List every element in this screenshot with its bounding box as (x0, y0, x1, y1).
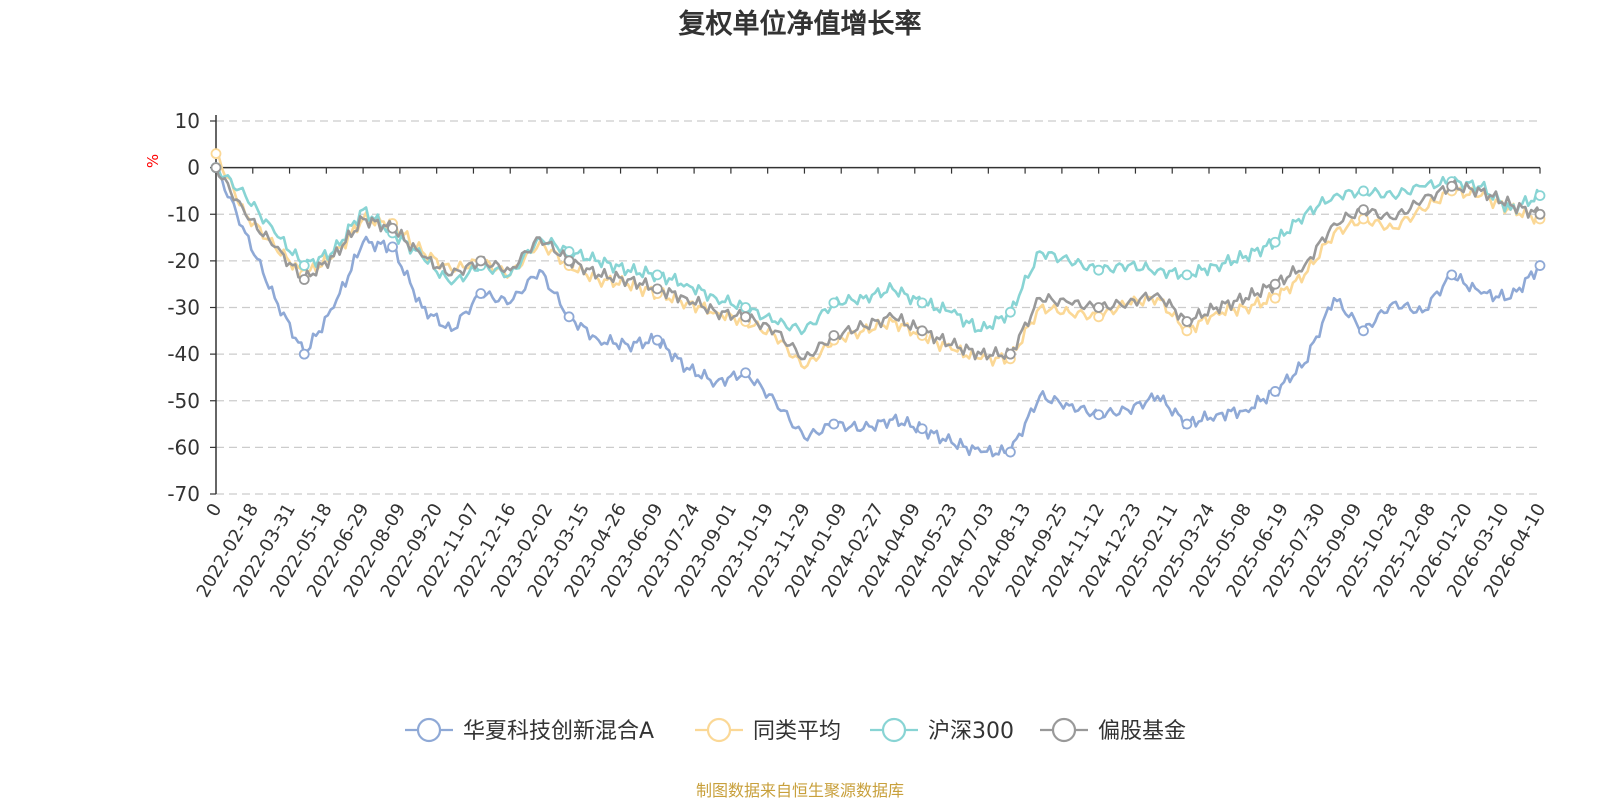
legend[interactable]: 华夏科技创新混合A 同类平均 沪深300 偏股基金 (405, 717, 1186, 744)
series-point (916, 325, 928, 337)
legend-item[interactable]: 华夏科技创新混合A (405, 717, 654, 744)
legend-circle-icon (706, 717, 732, 743)
legend-circle-icon (416, 717, 442, 743)
series-point (1446, 180, 1458, 192)
series-point (210, 148, 222, 160)
series-point (828, 418, 840, 430)
series-point (1093, 409, 1105, 421)
series-point (298, 260, 310, 271)
legend-circle-icon (1051, 717, 1077, 743)
x-tick-label: 0 (202, 500, 226, 520)
series-line (214, 166, 1542, 336)
y-tick-label: 10 (175, 109, 200, 133)
y-tick-label: -20 (167, 249, 200, 273)
series-point (1446, 269, 1458, 281)
y-tick-label: -70 (167, 482, 200, 506)
series-point (1358, 325, 1369, 337)
series-point (1093, 311, 1105, 323)
legend-item[interactable]: 同类平均 (695, 717, 841, 744)
series-point (740, 311, 751, 323)
series-lines (210, 148, 1546, 458)
series-point (1358, 204, 1369, 215)
grid-lines (210, 120, 1540, 495)
legend-label: 同类平均 (753, 719, 841, 744)
legend-circle-icon (881, 717, 907, 743)
series-point (651, 334, 663, 346)
series-point (651, 269, 663, 281)
y-tick-label: -60 (167, 435, 200, 459)
series-point (740, 302, 751, 313)
series-point (1269, 236, 1281, 248)
legend-item[interactable]: 沪深300 (870, 717, 1014, 744)
x-tick-labels: 02022-02-182022-03-312022-05-182022-06-2… (193, 500, 1551, 601)
series-point (475, 288, 487, 299)
source-note: 制图数据来自恒生聚源数据库 (696, 781, 904, 800)
y-tick-label: -10 (167, 202, 200, 226)
series-point (1181, 316, 1193, 327)
series-point (1534, 190, 1546, 202)
legend-label: 偏股基金 (1098, 719, 1186, 744)
y-tick-labels: 10 0 -10 -20 -30 -40 -50 -60 -70 (167, 109, 200, 506)
series-point (298, 348, 310, 360)
series-point (563, 311, 575, 323)
series-point (1269, 278, 1281, 290)
series-point (1005, 446, 1016, 458)
series-point (828, 297, 840, 309)
series-point (1181, 325, 1193, 337)
legend-item[interactable]: 偏股基金 (1040, 717, 1186, 744)
series-point (1005, 348, 1016, 360)
series-point (387, 241, 398, 253)
series-point (298, 274, 310, 285)
series-point (1005, 306, 1016, 318)
series-point (1181, 418, 1193, 430)
series-point (916, 297, 928, 309)
series-point (740, 367, 751, 379)
series-point (916, 423, 928, 435)
y-tick-label: -50 (167, 389, 200, 413)
series-point (563, 255, 575, 267)
series-point (475, 255, 487, 267)
y-tick-label: -40 (167, 342, 200, 366)
chart-title: 复权单位净值增长率 (679, 8, 922, 40)
legend-label: 华夏科技创新混合A (463, 719, 654, 744)
series-point (828, 330, 840, 341)
series-point (1093, 264, 1105, 276)
series-point (651, 283, 663, 295)
series-point (210, 162, 222, 174)
series-point (1534, 208, 1546, 220)
series-line (214, 167, 1542, 361)
y-axis-unit-label: % (144, 154, 162, 168)
series-point (1534, 260, 1546, 271)
y-tick-label: 0 (187, 156, 200, 180)
series-point (1358, 185, 1369, 197)
series-point (1269, 292, 1281, 304)
legend-label: 沪深300 (928, 719, 1014, 744)
series-line (215, 166, 1541, 458)
series-point (387, 222, 398, 234)
series-point (1181, 269, 1193, 281)
series-point (1093, 302, 1105, 313)
series-point (1269, 386, 1281, 397)
y-tick-label: -30 (167, 296, 200, 320)
